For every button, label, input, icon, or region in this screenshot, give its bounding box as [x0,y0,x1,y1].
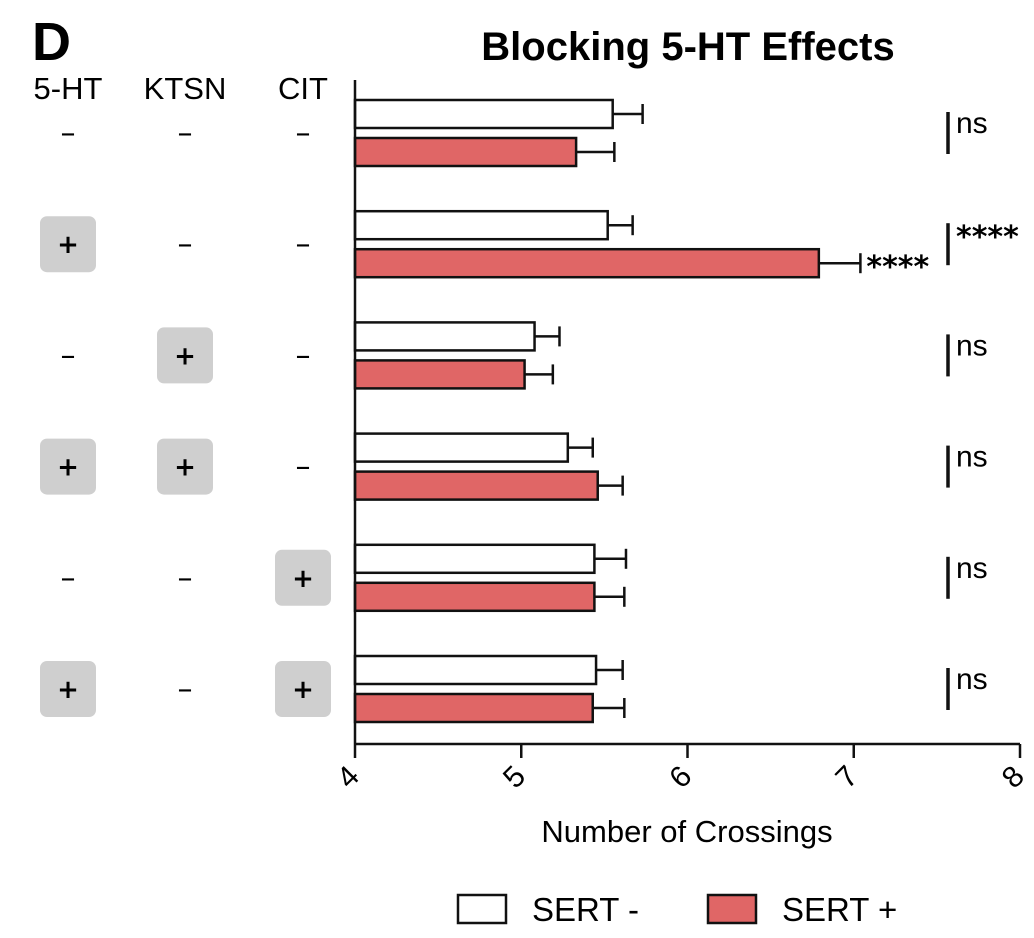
x-tick-label: 6 [663,760,698,795]
minus-symbol: – [178,561,193,596]
bar-sert-minus [353,543,596,575]
plus-symbol: + [174,453,196,483]
bar-sert-minus [353,321,536,352]
bar-sert-minus [353,98,614,130]
minus-symbol: – [61,561,76,596]
x-ticks: 4 5 6 7 8 [331,744,1031,795]
bars: **** [353,98,929,724]
bar-sert-plus [353,692,594,724]
panel-label: D [32,12,71,72]
significance-label: **** [956,220,1019,255]
plus-box [275,661,331,717]
significance-label: ns [956,663,988,696]
legend-label: SERT + [782,891,897,928]
significance-label: ns [956,441,988,474]
legend: SERT - SERT + [456,891,897,928]
plus-box [157,327,213,384]
significance-label: ns [956,107,988,140]
x-axis-label: Number of Crossings [541,814,832,849]
minus-symbol: – [296,338,311,373]
minus-symbol: – [61,338,76,373]
legend-swatch-sert-plus [706,893,758,925]
plus-box [40,216,96,273]
condition-header: CIT [278,71,328,106]
condition-headers: 5-HT KTSN CIT [34,71,328,106]
significance-label: ns [956,552,988,585]
minus-symbol: – [296,116,311,151]
x-tick-label: 7 [829,760,864,795]
condition-grid: – – – + – – – + – + + – – – + + – + [40,116,331,717]
plus-symbol: + [292,564,314,594]
minus-symbol: – [178,672,193,707]
plus-box [157,438,213,495]
significance-label: ns [956,329,988,362]
bar-sert-minus [353,654,598,686]
x-tick-label: 4 [331,760,366,795]
bar-sert-plus [353,581,596,613]
condition-header: KTSN [144,71,227,106]
bar-sert-plus [353,136,578,168]
bar-sert-minus [353,209,609,241]
plus-symbol: + [57,230,79,260]
minus-symbol: – [61,116,76,151]
bar-sert-plus [353,359,526,390]
bar-sert-plus [353,247,821,279]
plus-box [275,549,331,606]
plus-box [40,661,96,717]
bar-sert-plus [353,470,599,501]
minus-symbol: – [296,450,311,485]
x-tick-label: 8 [996,760,1031,795]
bar-significance-label: **** [866,250,929,285]
plus-symbol: + [57,453,79,483]
minus-symbol: – [178,227,193,262]
plus-box [40,438,96,495]
plus-symbol: + [57,675,79,705]
plus-symbol: + [174,341,196,371]
minus-symbol: – [178,116,193,151]
bar-sert-minus [353,432,570,463]
plus-symbol: + [292,675,314,705]
chart-title: Blocking 5-HT Effects [481,25,894,69]
minus-symbol: – [296,227,311,262]
condition-header: 5-HT [34,71,103,106]
significance-markers: ns **** ns ns ns ns [946,107,1019,710]
x-tick-label: 5 [497,760,532,795]
legend-label: SERT - [532,891,639,928]
legend-swatch-sert-minus [456,893,508,925]
